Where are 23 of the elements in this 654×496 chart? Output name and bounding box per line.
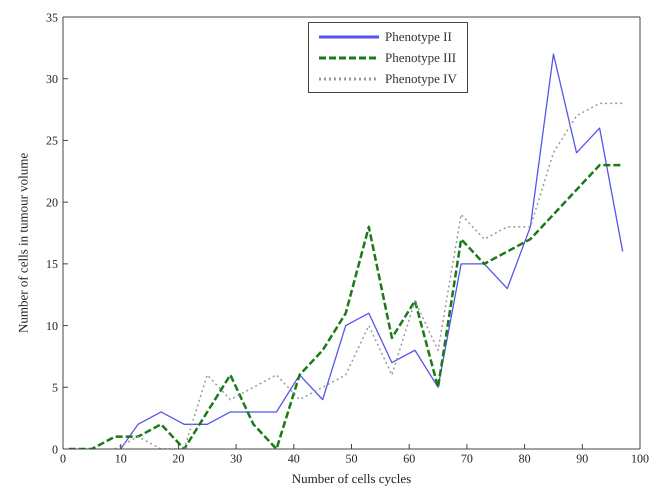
- x-axis-title: Number of cells cycles: [292, 471, 412, 486]
- x-tick-label: 70: [460, 452, 473, 466]
- legend-label: Phenotype II: [385, 28, 452, 44]
- y-tick-label: 35: [46, 10, 58, 24]
- y-tick-label: 5: [52, 380, 58, 395]
- y-tick-label: 25: [46, 134, 58, 148]
- y-tick-label: 10: [46, 318, 58, 333]
- legend-label: Phenotype III: [385, 50, 456, 66]
- legend-label: Phenotype IV: [385, 70, 457, 86]
- x-tick-label: 100: [631, 452, 649, 466]
- y-tick-label: 0: [52, 442, 58, 456]
- x-tick-label: 60: [403, 452, 416, 466]
- x-tick-label: 40: [288, 452, 300, 466]
- y-axis-title: Number of cells in tumour volume: [16, 152, 31, 333]
- x-tick-label: 20: [172, 452, 184, 466]
- y-tick-label: 20: [46, 195, 58, 210]
- x-tick-label: 80: [518, 452, 531, 466]
- x-tick-label: 30: [230, 452, 242, 466]
- x-tick-label: 50: [346, 452, 358, 466]
- y-tick-label: 30: [46, 72, 58, 86]
- x-tick-label: 10: [114, 452, 127, 466]
- y-tick-label: 15: [46, 257, 58, 272]
- x-tick-label: 90: [576, 452, 588, 466]
